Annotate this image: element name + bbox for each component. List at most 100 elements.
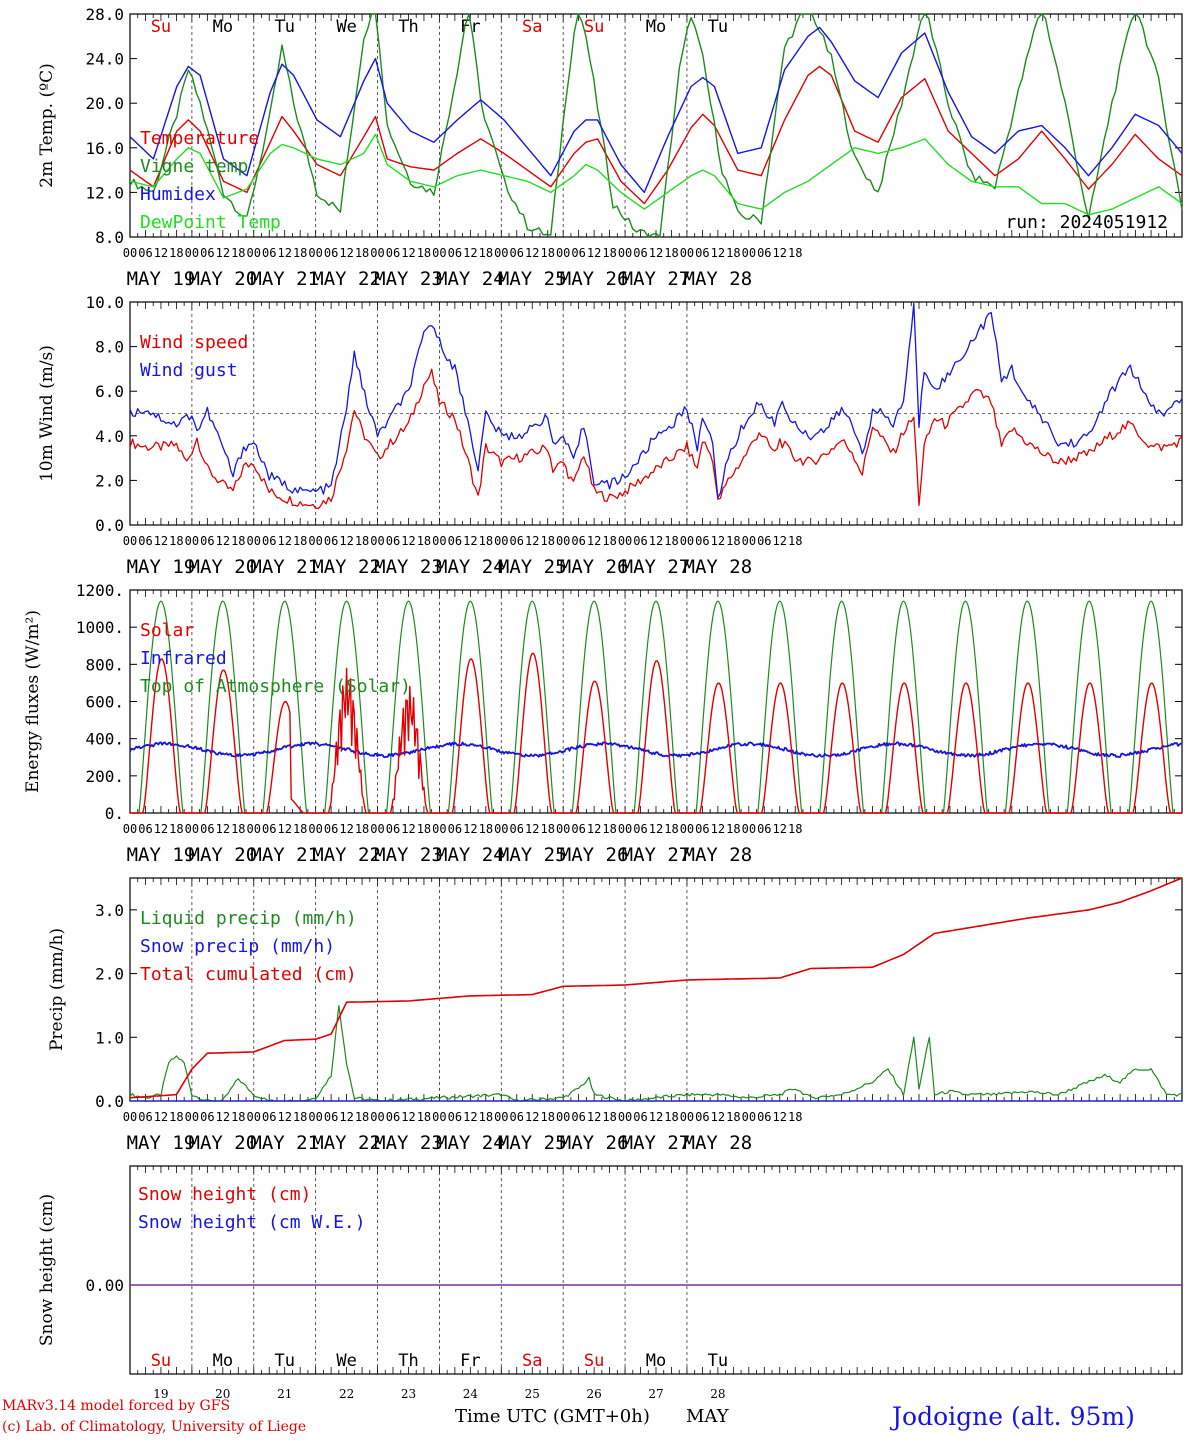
y-tick-label: 0.00	[85, 1276, 124, 1295]
weekday-label: We	[336, 1351, 356, 1371]
hour-tick-label: 00	[618, 534, 632, 548]
hour-tick-label: 00	[247, 822, 261, 836]
hour-tick-label: 00	[742, 246, 756, 260]
hour-tick-label: 18	[417, 534, 431, 548]
date-label: MAY 19	[127, 268, 196, 290]
hour-tick-label: 00	[308, 822, 322, 836]
day-number-label: 19	[153, 1387, 168, 1401]
hour-tick-label: 06	[262, 246, 276, 260]
hour-tick-label: 12	[277, 534, 291, 548]
credit-lab: (c) Lab. of Climatology, University of L…	[2, 1419, 307, 1435]
y-axis-label: Energy fluxes (W/m²)	[23, 610, 43, 793]
hour-tick-label: 12	[277, 822, 291, 836]
date-label: MAY 25	[498, 1132, 567, 1154]
hour-tick-label: 00	[680, 246, 694, 260]
series-wind-gust	[129, 302, 1183, 499]
hour-tick-label: 00	[123, 534, 137, 548]
legend-entry: Top of Atmosphere (Solar)	[140, 676, 411, 697]
day-number-label: 25	[525, 1387, 540, 1401]
hour-tick-label: 06	[324, 246, 338, 260]
hour-tick-label: 06	[138, 1110, 152, 1124]
day-number-label: 26	[586, 1387, 601, 1401]
hour-tick-label: 06	[324, 822, 338, 836]
hour-tick-label: 06	[200, 246, 214, 260]
date-label: MAY 23	[374, 844, 443, 866]
weekday-label: Sa	[522, 1351, 542, 1371]
weekday-label: Tu	[708, 17, 728, 37]
hour-tick-label: 12	[216, 246, 230, 260]
legend-entry: DewPoint Temp	[140, 212, 281, 233]
hour-tick-label: 12	[277, 246, 291, 260]
weekday-label: Mo	[213, 1351, 233, 1371]
hour-tick-label: 18	[417, 822, 431, 836]
hour-tick-label: 18	[355, 534, 369, 548]
hour-tick-label: 06	[138, 822, 152, 836]
hour-tick-label: 06	[633, 246, 647, 260]
y-axis-label: 10m Wind (m/s)	[37, 345, 57, 482]
hour-tick-label: 06	[510, 246, 524, 260]
hour-tick-label: 12	[401, 534, 415, 548]
hour-tick-label: 06	[757, 246, 771, 260]
hour-tick-label: 06	[510, 822, 524, 836]
hour-tick-label: 18	[726, 246, 740, 260]
hour-tick-label: 06	[386, 534, 400, 548]
hour-tick-label: 18	[788, 246, 802, 260]
series-infrared	[129, 741, 1183, 758]
hour-tick-label: 06	[324, 534, 338, 548]
weekday-label: Tu	[708, 1351, 728, 1371]
y-tick-label: 3.0	[95, 901, 124, 920]
hour-tick-label: 00	[556, 822, 570, 836]
hour-tick-label: 06	[695, 246, 709, 260]
hour-tick-label: 18	[417, 246, 431, 260]
weekday-label: Th	[398, 1351, 418, 1371]
hour-tick-label: 18	[293, 822, 307, 836]
weekday-label: Mo	[646, 1351, 666, 1371]
date-label: MAY 21	[250, 268, 319, 290]
hour-tick-label: 00	[308, 534, 322, 548]
hour-tick-label: 12	[711, 1110, 725, 1124]
day-number-label: 24	[463, 1387, 479, 1401]
hour-tick-label: 06	[633, 1110, 647, 1124]
hour-tick-label: 18	[231, 1110, 245, 1124]
hour-tick-label: 12	[216, 1110, 230, 1124]
hour-tick-label: 12	[773, 1110, 787, 1124]
hour-tick-label: 00	[432, 1110, 446, 1124]
y-tick-label: 12.0	[85, 183, 124, 202]
hour-tick-label: 18	[169, 1110, 183, 1124]
hour-tick-label: 06	[262, 1110, 276, 1124]
y-axis-label: Snow height (cm)	[37, 1194, 57, 1346]
panel-frame	[129, 13, 1183, 238]
legend-entry: Snow height (cm W.E.)	[138, 1212, 366, 1233]
hour-tick-label: 06	[448, 822, 462, 836]
hour-tick-label: 00	[494, 1110, 508, 1124]
legend-entry: Total cumulated (cm)	[140, 964, 357, 985]
hour-tick-label: 00	[185, 822, 199, 836]
hour-tick-label: 18	[293, 534, 307, 548]
hour-tick-label: 18	[540, 534, 554, 548]
hour-tick-label: 18	[355, 246, 369, 260]
hour-tick-label: 18	[417, 1110, 431, 1124]
hour-tick-label: 00	[185, 1110, 199, 1124]
hour-tick-label: 12	[711, 822, 725, 836]
y-tick-label: 400.	[85, 730, 124, 749]
y-tick-label: 800.	[85, 655, 124, 674]
hour-tick-label: 12	[339, 1110, 353, 1124]
series-dewpoint-temp	[129, 133, 1183, 216]
hour-tick-label: 12	[649, 1110, 663, 1124]
hour-tick-label: 12	[525, 246, 539, 260]
hour-tick-label: 18	[355, 822, 369, 836]
hour-tick-label: 00	[185, 246, 199, 260]
date-label: MAY 21	[250, 1132, 319, 1154]
hour-tick-label: 06	[386, 1110, 400, 1124]
y-tick-label: 6.0	[95, 382, 124, 401]
hour-tick-label: 18	[355, 1110, 369, 1124]
hour-tick-label: 12	[154, 534, 168, 548]
hour-tick-label: 06	[262, 534, 276, 548]
hour-tick-label: 00	[370, 534, 384, 548]
hour-tick-label: 00	[308, 1110, 322, 1124]
y-tick-label: 600.	[85, 693, 124, 712]
hour-tick-label: 06	[633, 534, 647, 548]
series-wind-speed	[129, 368, 1183, 510]
hour-tick-label: 06	[386, 822, 400, 836]
legend-entry: Wind speed	[140, 332, 248, 353]
